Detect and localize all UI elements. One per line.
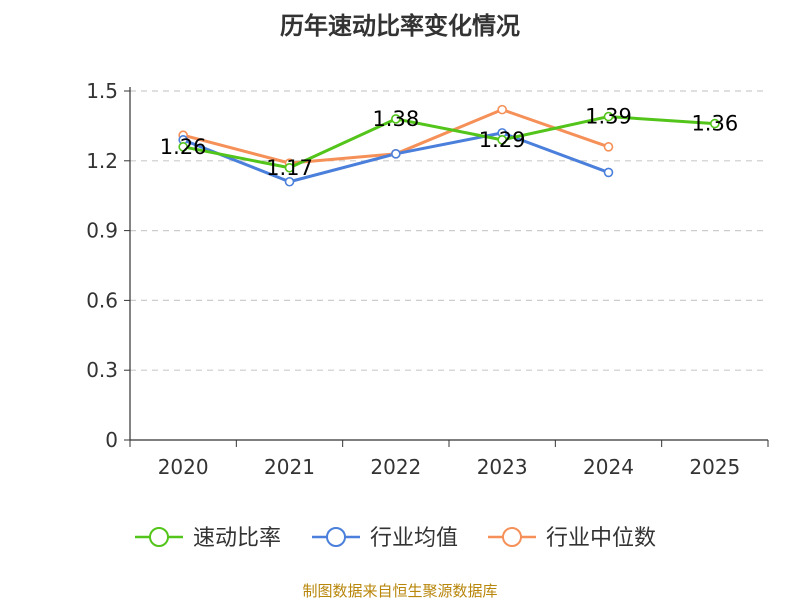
series-point-3	[497, 104, 507, 115]
data-label: 1.39	[585, 105, 632, 129]
series-lines	[182, 108, 715, 184]
series-point-1	[710, 118, 720, 129]
series-line-1	[182, 115, 715, 170]
series-point-2	[391, 149, 401, 159]
x-tick-label: 2025	[689, 455, 740, 479]
legend-marker-3	[502, 527, 522, 547]
series-point-1	[603, 111, 614, 122]
data-label: 1.17	[266, 156, 313, 180]
y-tick-label: 0.6	[86, 288, 118, 312]
legend-marker-1	[149, 527, 169, 547]
series-point-1	[178, 142, 188, 152]
x-tick-label: 2024	[583, 455, 634, 479]
y-tick-label: 0.9	[86, 219, 118, 243]
series-point-1	[284, 162, 295, 173]
source-note: 制图数据来自恒生聚源数据库	[302, 582, 497, 600]
series-points	[178, 104, 720, 187]
x-tick-label: 2020	[158, 455, 209, 479]
data-label: 1.29	[479, 128, 526, 152]
legend-marker-2	[326, 527, 346, 547]
data-label: 1.26	[160, 135, 207, 159]
x-tick-label: 2022	[370, 455, 421, 479]
y-tick-label: 1.2	[86, 149, 118, 173]
axes	[129, 87, 768, 441]
data-label: 1.38	[372, 107, 419, 131]
x-axis-ticks: 2020 2021 2022 2023 2024 2025	[129, 440, 769, 479]
x-tick-label: 2021	[264, 455, 315, 479]
grid-lines	[130, 90, 768, 371]
chart-title: 历年速动比率变化情况	[280, 12, 520, 40]
legend-label-3: 行业中位数	[546, 526, 656, 551]
series-point-1	[497, 135, 507, 145]
y-tick-label: 0.3	[86, 358, 118, 382]
legend: 速动比率 行业均值 行业中位数	[135, 526, 656, 551]
y-axis-ticks: 0 0.3 0.6 0.9 1.2 1.5	[86, 79, 130, 452]
series-point-3	[603, 142, 614, 152]
legend-label-1: 速动比率	[193, 526, 281, 551]
legend-label-2: 行业均值	[370, 526, 458, 551]
y-tick-label: 0	[105, 428, 118, 452]
x-tick-label: 2023	[477, 455, 528, 479]
series-point-1	[391, 114, 401, 124]
data-label: 1.36	[691, 112, 738, 136]
series-point-2	[284, 176, 295, 187]
series-point-2	[603, 167, 614, 178]
y-tick-label: 1.5	[86, 79, 118, 103]
data-labels: 1.26 1.17 1.38 1.29 1.39 1.36	[160, 105, 738, 180]
